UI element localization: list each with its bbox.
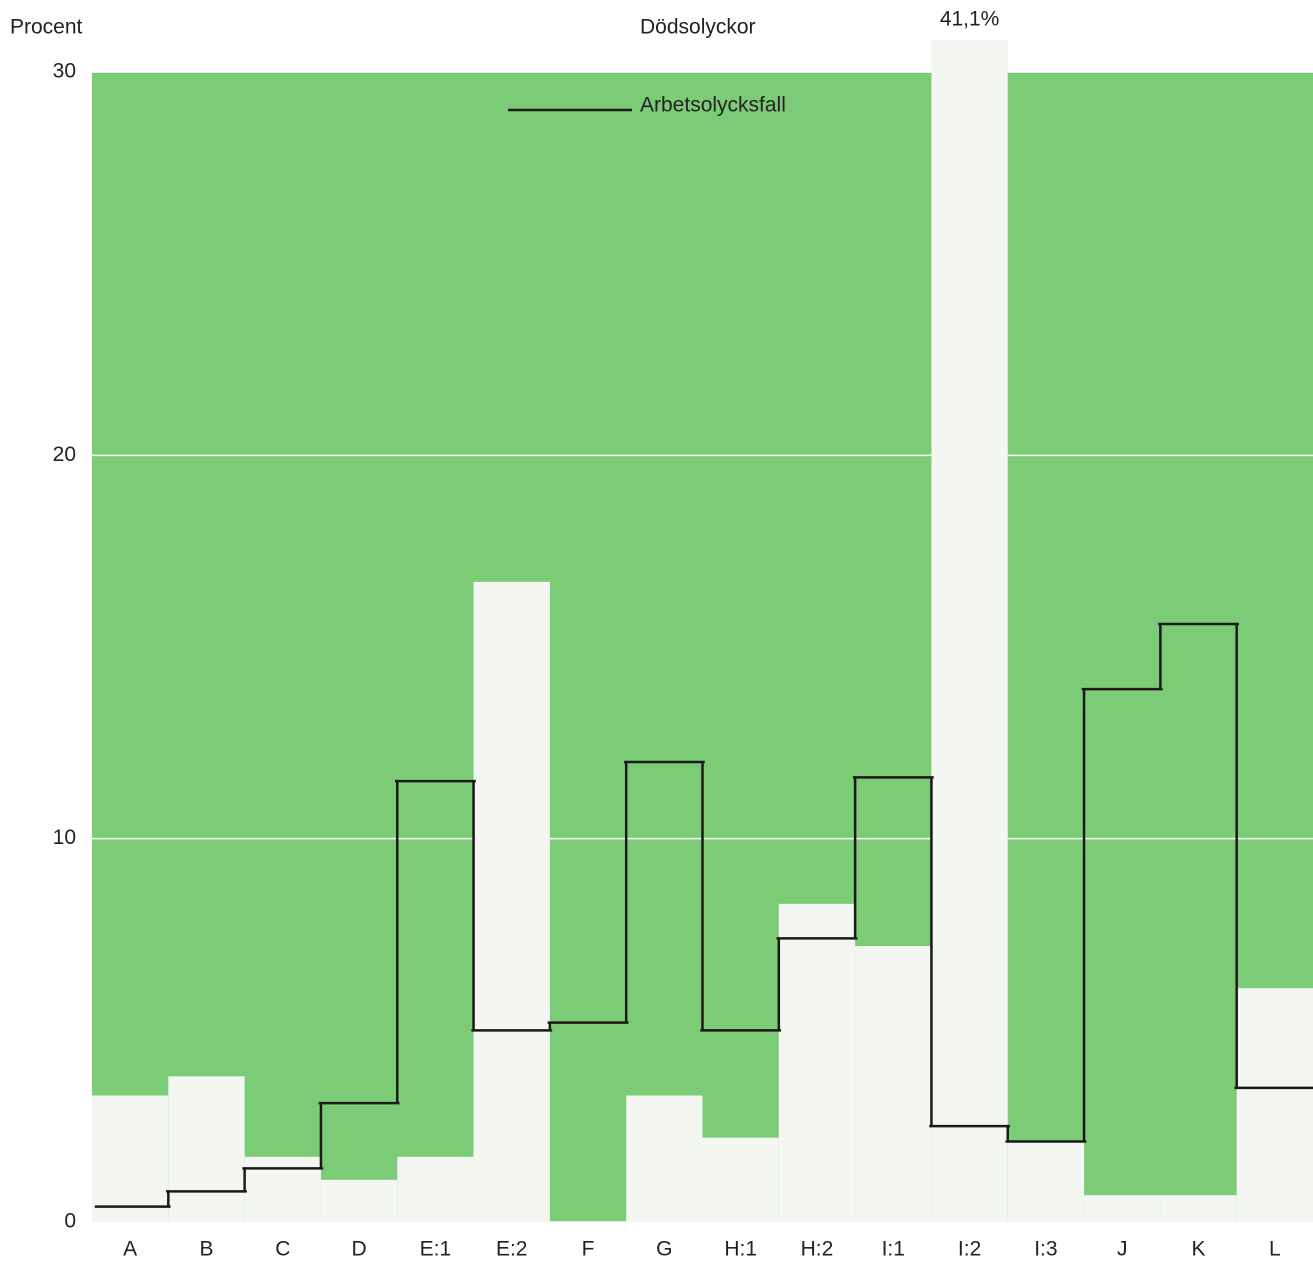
bar — [397, 1156, 474, 1222]
legend-label: Arbetsolycksfall — [640, 94, 786, 117]
x-tick-label: K — [1192, 1238, 1206, 1261]
bar — [1007, 1141, 1085, 1222]
bar — [1160, 1195, 1237, 1222]
y-tick-label: 20 — [53, 443, 76, 466]
x-tick-label: D — [352, 1238, 367, 1261]
bar — [626, 1095, 703, 1222]
bar — [702, 1137, 779, 1222]
x-tick-label: J — [1117, 1238, 1128, 1261]
plot-area: 0 10 20 30 — [53, 40, 1313, 1233]
y-tick-label: 10 — [53, 826, 76, 849]
legend-label: Dödsolyckor — [640, 16, 756, 39]
bar — [244, 1156, 321, 1222]
x-tick-label: C — [275, 1238, 290, 1261]
bar — [778, 903, 856, 1222]
bar — [473, 581, 550, 1222]
x-tick-label: L — [1269, 1238, 1281, 1261]
x-tick-label: H:2 — [801, 1238, 834, 1261]
value-label: 41,1% — [940, 8, 1000, 31]
y-tick-label: 0 — [64, 1210, 76, 1233]
bar — [320, 1179, 398, 1222]
bar — [855, 946, 932, 1222]
bar — [1236, 988, 1313, 1222]
x-tick-label: E:1 — [420, 1238, 452, 1261]
bar — [931, 40, 1008, 1222]
x-tick-label: H:1 — [724, 1238, 757, 1261]
bar — [92, 1095, 169, 1222]
x-tick-label: I:2 — [958, 1238, 981, 1261]
x-tick-label: B — [199, 1238, 213, 1261]
x-tick-label: A — [123, 1238, 137, 1261]
x-tick-label: G — [656, 1238, 672, 1261]
bar — [1084, 1195, 1161, 1222]
plot-background — [92, 72, 1313, 1222]
bar — [168, 1076, 245, 1222]
x-tick-label: I:1 — [882, 1238, 905, 1261]
x-tick-label: I:3 — [1034, 1238, 1057, 1261]
x-tick-label: F — [582, 1238, 595, 1261]
x-tick-label: E:2 — [496, 1238, 528, 1261]
y-tick-label: 30 — [53, 60, 76, 83]
y-axis-label: Procent — [10, 16, 83, 39]
